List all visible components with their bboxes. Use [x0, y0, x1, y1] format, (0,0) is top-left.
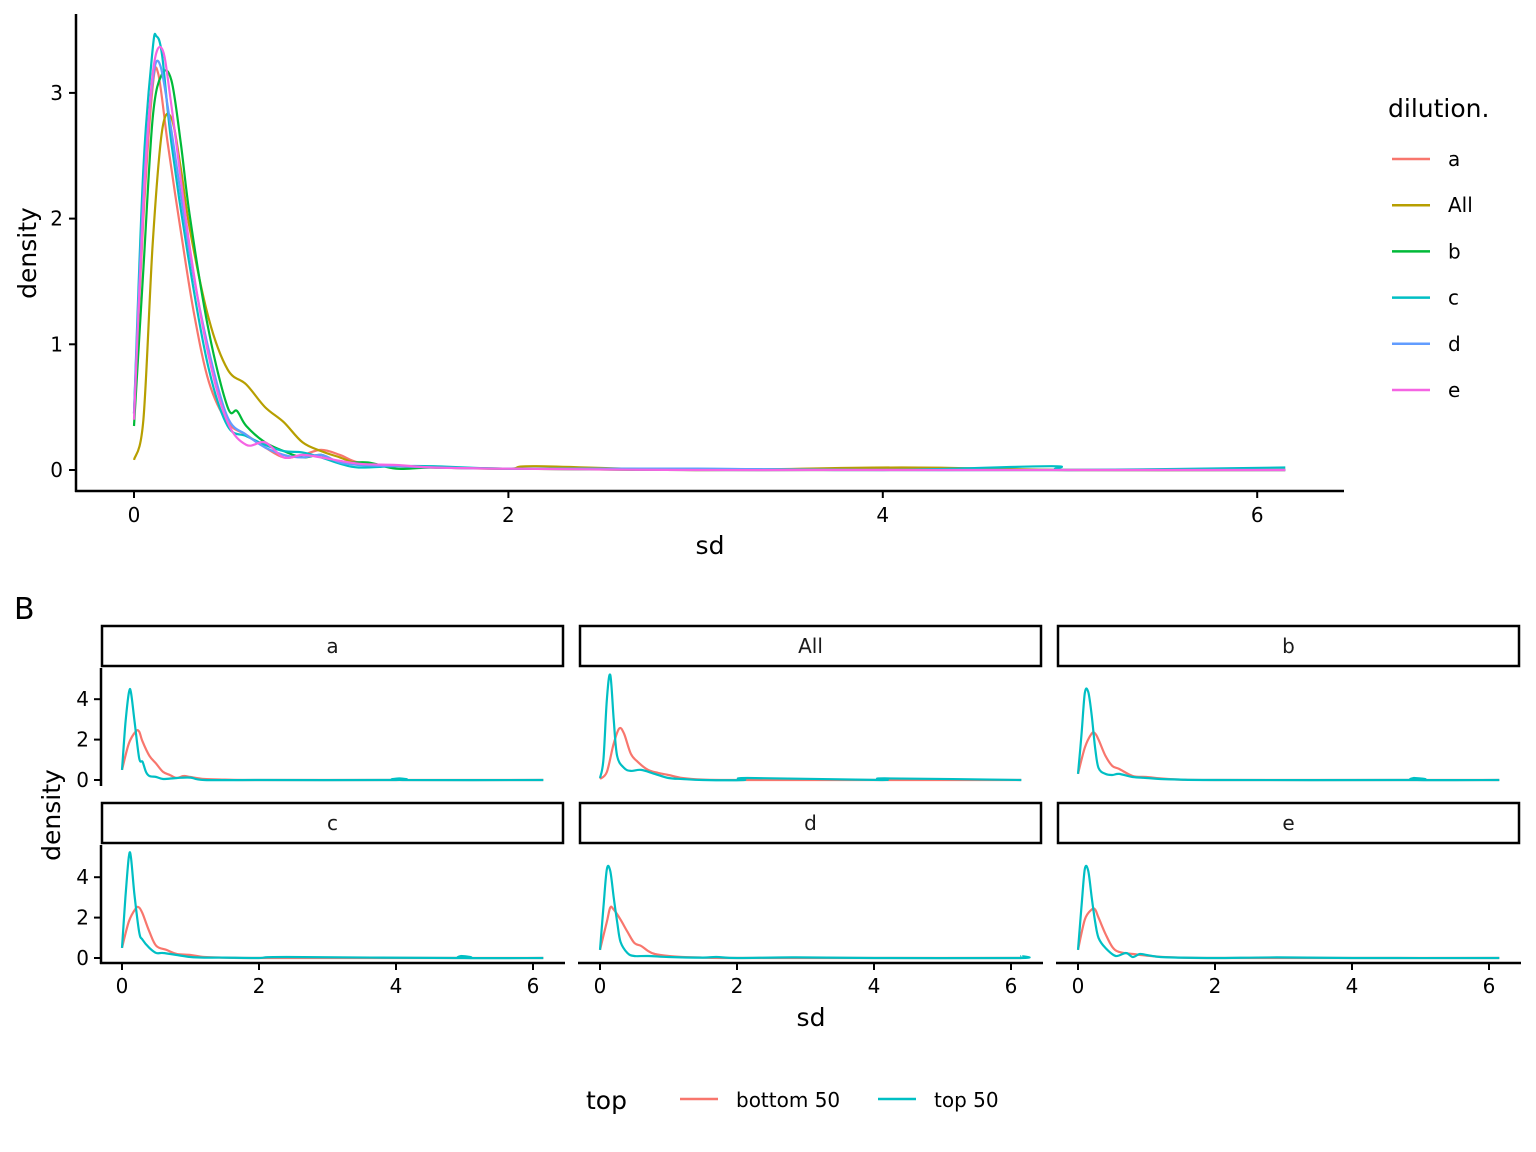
facet-strip — [100, 801, 565, 845]
facet-c: c 0 2 4 0 2 4 6 — [76, 801, 565, 998]
x-tick-label: 4 — [1346, 974, 1359, 998]
facet-strip-label: All — [798, 634, 823, 658]
panel-a-y-ticks: 0 1 2 3 — [50, 81, 76, 482]
y-tick-label: 4 — [76, 687, 89, 711]
facet-b: b — [1056, 624, 1521, 782]
legend-label: c — [1448, 286, 1459, 310]
density-curve-b — [132, 69, 1286, 472]
x-tick-label: 6 — [527, 974, 540, 998]
y-tick-label: 3 — [50, 81, 63, 105]
density-curve-a — [132, 66, 1286, 472]
legend-item-c: c — [1392, 286, 1459, 310]
legend-label: e — [1448, 378, 1460, 402]
density-curve-top-50 — [598, 864, 1031, 960]
density-curve-bottom-50 — [120, 729, 544, 782]
legend-item-a: a — [1392, 147, 1460, 171]
y-tick-label: 1 — [50, 332, 63, 356]
facet-strip — [578, 801, 1043, 845]
y-tick-label: 2 — [76, 728, 89, 752]
facet-strip — [578, 624, 1043, 668]
density-curve-top-50 — [1076, 864, 1500, 960]
facet-strip — [100, 624, 565, 668]
top-legend: top bottom 50 top 50 — [586, 1086, 999, 1115]
density-curve-top-50 — [1076, 687, 1500, 782]
facet-strip — [1056, 801, 1521, 845]
facet-strip — [1056, 624, 1521, 668]
facet-e: e 0 2 4 6 — [1056, 801, 1521, 998]
panel-a-y-axis-title: density — [13, 207, 42, 299]
facet-d: d 0 2 4 6 — [578, 801, 1043, 998]
panel-a-x-axis-title: sd — [696, 531, 725, 560]
x-tick-label: 0 — [1072, 974, 1085, 998]
density-curve-bottom-50 — [120, 905, 544, 960]
legend-label: All — [1448, 193, 1473, 217]
density-curve-bottom-50 — [1076, 731, 1500, 782]
density-curve-all — [132, 112, 1286, 472]
facet-strip-label: b — [1282, 634, 1295, 658]
legend-item-b: b — [1392, 239, 1461, 263]
panel-b-tag: B — [14, 592, 35, 627]
dilution-legend-title: dilution. — [1388, 94, 1489, 123]
legend-item-top-50: top 50 — [878, 1088, 999, 1112]
x-tick-label: 0 — [116, 974, 129, 998]
panel-b-x-axis-title: sd — [797, 1003, 826, 1032]
facet-strip-label: c — [327, 811, 338, 835]
legend-item-all: All — [1392, 193, 1473, 217]
panel-a-x-ticks: 0 2 4 6 — [128, 491, 1264, 527]
legend-item-d: d — [1392, 332, 1461, 356]
x-tick-label: 6 — [1005, 974, 1018, 998]
density-curve-c — [132, 32, 1286, 472]
x-tick-label: 2 — [731, 974, 744, 998]
x-tick-label: 2 — [502, 503, 515, 527]
top-legend-title: top — [586, 1086, 627, 1115]
density-curve-top-50 — [120, 687, 544, 782]
panel-b-facets: a 0 2 4 All b c 0 2 4 0 2 4 6 d 0 2 4 6 e 0 2 4 6 — [76, 624, 1521, 998]
density-curve-bottom-50 — [599, 726, 1022, 782]
legend-label: d — [1448, 332, 1461, 356]
density-curve-bottom-50 — [1076, 907, 1500, 960]
y-tick-label: 0 — [76, 768, 89, 792]
x-tick-label: 2 — [1209, 974, 1222, 998]
facet-a: a 0 2 4 — [76, 624, 565, 792]
legend-label: top 50 — [934, 1088, 999, 1112]
facet-strip-label: a — [326, 634, 338, 658]
legend-label: a — [1448, 147, 1460, 171]
x-tick-label: 4 — [390, 974, 403, 998]
facet-strip-label: e — [1282, 811, 1294, 835]
x-tick-label: 6 — [1251, 503, 1264, 527]
x-tick-label: 0 — [594, 974, 607, 998]
y-tick-label: 0 — [50, 458, 63, 482]
legend-item-bottom-50: bottom 50 — [680, 1088, 840, 1112]
legend-label: b — [1448, 239, 1461, 263]
facet-strip-label: d — [804, 811, 817, 835]
density-curve-top-50 — [598, 673, 1022, 782]
y-tick-label: 2 — [76, 906, 89, 930]
y-tick-label: 4 — [76, 865, 89, 889]
density-curve-top-50 — [120, 851, 544, 960]
legend-label: bottom 50 — [736, 1088, 840, 1112]
legend-item-e: e — [1392, 378, 1460, 402]
x-tick-label: 0 — [128, 503, 141, 527]
x-tick-label: 4 — [876, 503, 889, 527]
density-curve-e — [132, 45, 1286, 472]
facet-all: All — [578, 624, 1043, 782]
density-curve-d — [132, 59, 1286, 472]
x-tick-label: 4 — [868, 974, 881, 998]
y-tick-label: 2 — [50, 207, 63, 231]
x-tick-label: 2 — [253, 974, 266, 998]
x-tick-label: 6 — [1483, 974, 1496, 998]
y-tick-label: 0 — [76, 946, 89, 970]
density-curve-bottom-50 — [598, 905, 1022, 960]
panel-a-curves — [132, 32, 1286, 472]
panel-b-y-axis-title: density — [37, 769, 66, 861]
